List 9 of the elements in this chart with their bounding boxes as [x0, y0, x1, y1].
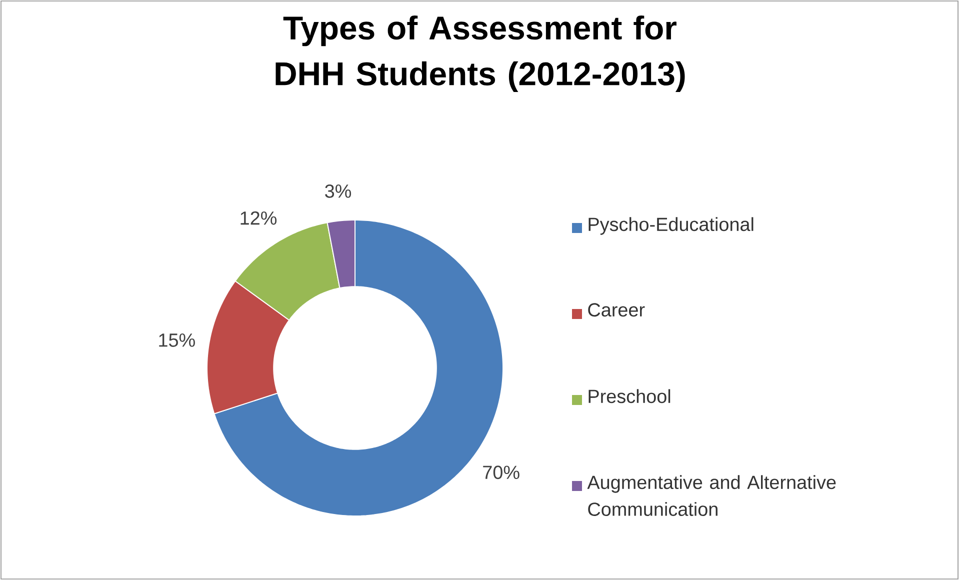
data-label: 12%	[240, 211, 277, 225]
data-label: 3%	[325, 184, 352, 198]
legend-label: Augmentative and Alternative Communication	[587, 475, 836, 516]
data-label: 70%	[483, 466, 520, 480]
legend-label: Career	[588, 303, 645, 317]
data-label: 15%	[159, 334, 195, 347]
legend-label: Preschool	[588, 389, 670, 404]
legend-label: Pyscho-Educational	[588, 217, 754, 235]
chart-title: Types of Assessment for DHH Students (2012-2013)	[276, 16, 685, 92]
